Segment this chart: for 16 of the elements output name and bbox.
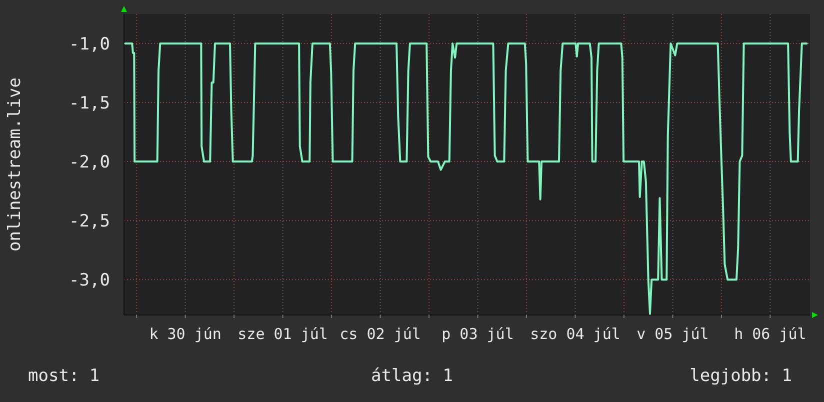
x-tick-label: cs 02 júl bbox=[340, 325, 421, 343]
y-tick-label: -1,0 bbox=[69, 34, 110, 55]
x-tick-label: h 06 júl bbox=[734, 325, 806, 343]
x-tick-label: szo 04 júl bbox=[530, 325, 620, 343]
x-tick-label: v 05 júl bbox=[636, 325, 709, 343]
y-tick-label: -1,5 bbox=[69, 94, 110, 114]
y-tick-label: -2,5 bbox=[69, 212, 110, 232]
y-axis-title: onlinestream.live bbox=[5, 78, 25, 252]
x-tick-label: k 30 jún bbox=[149, 325, 222, 343]
y-tick-label: -2,0 bbox=[69, 152, 110, 173]
x-tick-label: p 03 júl bbox=[442, 325, 514, 343]
text: átlag: 1 bbox=[371, 366, 453, 386]
text: legjobb: 1 bbox=[690, 366, 792, 386]
text: most: 1 bbox=[28, 366, 100, 386]
y-tick-label: -3,0 bbox=[69, 270, 110, 291]
x-tick-label: sze 01 júl bbox=[238, 325, 328, 343]
